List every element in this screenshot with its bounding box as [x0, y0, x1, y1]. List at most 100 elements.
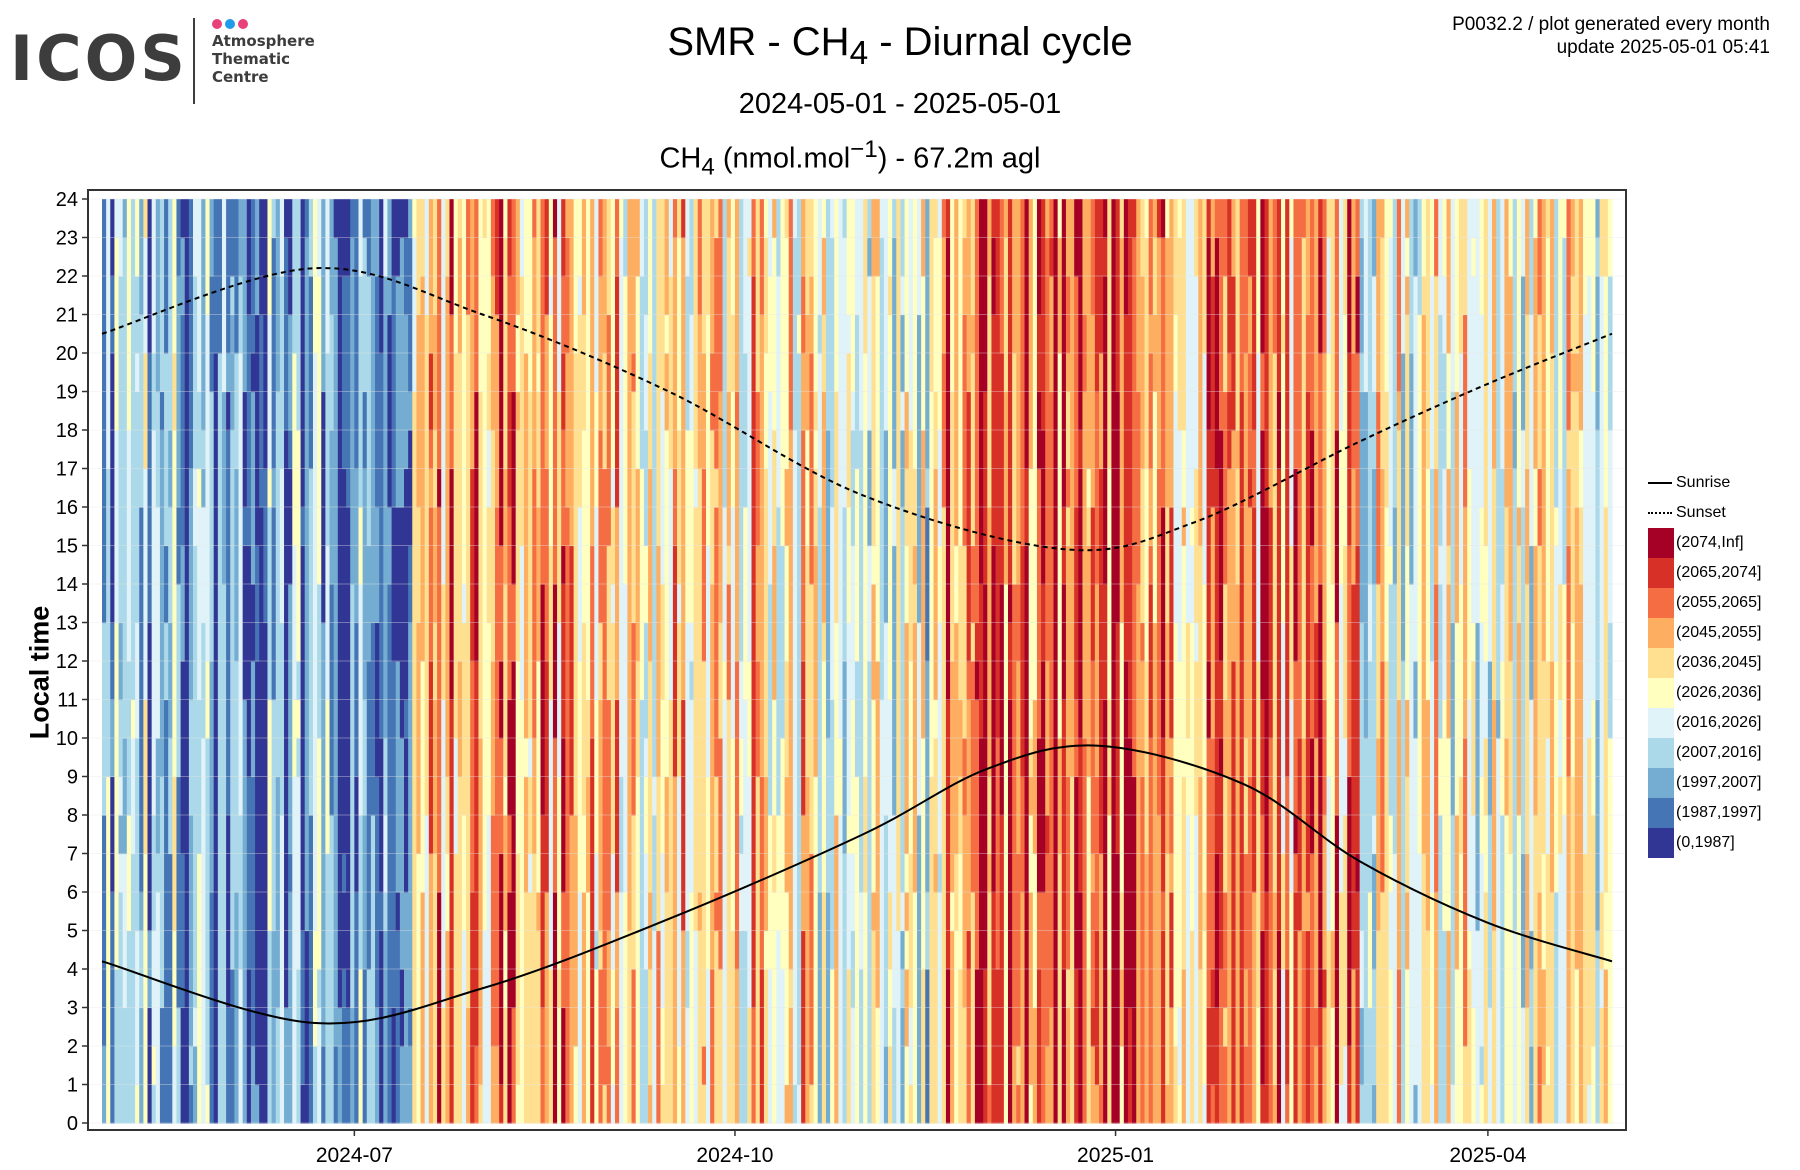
- heatmap-cell: [159, 199, 165, 393]
- heatmap-cell: [581, 199, 587, 316]
- heatmap-cell: [908, 1084, 914, 1124]
- heatmap-cell: [536, 892, 542, 932]
- heatmap-cell: [346, 1007, 351, 1124]
- heatmap-cell: [1359, 738, 1365, 932]
- heatmap-cell: [1260, 1084, 1266, 1124]
- heatmap-cell: [1301, 237, 1307, 431]
- heatmap-cell: [159, 584, 165, 778]
- heatmap-cell: [536, 314, 542, 354]
- heatmap-cell: [1165, 507, 1170, 624]
- heatmap-cell: [159, 391, 165, 431]
- heatmap-cell: [404, 776, 409, 893]
- heatmap-cell: [532, 199, 537, 239]
- heatmap-cell: [610, 199, 616, 316]
- heatmap-cell: [130, 199, 136, 316]
- heatmap-cell: [1301, 507, 1307, 701]
- heatmap-cell: [594, 930, 600, 970]
- x-tick-label: 2024-07: [316, 1144, 393, 1167]
- heatmap-cell: [739, 1007, 744, 1124]
- heatmap-cell: [1132, 199, 1137, 239]
- heatmap-cell: [176, 1007, 182, 1124]
- heatmap-cell: [1024, 199, 1030, 239]
- heatmap-cell: [1326, 237, 1332, 354]
- heatmap-cell: [1322, 1007, 1328, 1124]
- heatmap-cell: [792, 1084, 798, 1124]
- heatmap-cell: [528, 199, 533, 393]
- heatmap-cell: [1285, 969, 1290, 1086]
- heatmap-cell: [1115, 622, 1121, 739]
- heatmap-cell: [1595, 430, 1601, 624]
- heatmap-cell: [445, 930, 451, 1124]
- heatmap-cell: [846, 276, 852, 316]
- heatmap-cell: [226, 353, 231, 393]
- heatmap-cell: [130, 314, 136, 508]
- heatmap-cell: [312, 815, 318, 932]
- heatmap-cell: [325, 1084, 331, 1124]
- heatmap-cell: [565, 237, 571, 354]
- y-tick-label: 7: [67, 844, 78, 866]
- heatmap-cell: [1152, 199, 1158, 239]
- heatmap-cell: [1136, 199, 1141, 393]
- heatmap-cell: [726, 391, 732, 431]
- heatmap-cell: [747, 276, 753, 393]
- heatmap-cell: [854, 776, 860, 893]
- heatmap-cell: [139, 892, 144, 932]
- heatmap-cell: [759, 507, 765, 547]
- heatmap-cell: [664, 776, 670, 893]
- legend-line-swatch: [1648, 512, 1672, 514]
- heatmap-cell: [428, 815, 434, 855]
- heatmap-cell: [1078, 430, 1084, 470]
- heatmap-cell: [478, 1084, 484, 1124]
- heatmap-cell: [1595, 930, 1601, 1124]
- heatmap-cell: [834, 815, 839, 932]
- heatmap-cell: [275, 1007, 281, 1124]
- heatmap-cell: [925, 661, 930, 701]
- heatmap-cell: [1487, 815, 1493, 1009]
- heatmap-cell: [209, 545, 215, 662]
- heatmap-cell: [619, 430, 624, 624]
- heatmap-cell: [1334, 199, 1340, 239]
- heatmap-cell: [1471, 622, 1477, 662]
- heatmap-cell: [288, 430, 293, 470]
- heatmap-cell: [379, 930, 384, 970]
- heatmap-cell: [1537, 353, 1543, 470]
- heatmap-cell: [333, 853, 339, 893]
- heatmap-cell: [648, 1084, 653, 1124]
- heatmap-cell: [565, 507, 571, 624]
- heatmap-cell: [904, 1046, 910, 1086]
- heatmap-cell: [292, 776, 298, 970]
- heatmap-cell: [552, 391, 558, 585]
- heatmap-cell: [1173, 1046, 1179, 1086]
- heatmap-cell: [681, 199, 686, 239]
- heatmap-cell: [399, 199, 405, 239]
- heatmap-cell: [1545, 199, 1551, 239]
- heatmap-cell: [722, 661, 728, 701]
- heatmap-cell: [643, 430, 649, 547]
- heatmap-cell: [1442, 314, 1448, 354]
- quantity-label: CH4 (nmol.mol−1) - 67.2m agl: [0, 136, 1700, 181]
- heatmap-cell: [1256, 815, 1261, 932]
- heatmap-cell: [954, 892, 959, 932]
- heatmap-cell: [217, 815, 223, 932]
- heatmap-cell: [271, 1007, 277, 1124]
- heatmap-cell: [937, 853, 943, 893]
- heatmap-cell: [1268, 738, 1274, 932]
- heatmap-cell: [1103, 237, 1108, 277]
- heatmap-cell: [1388, 584, 1394, 701]
- heatmap-cell: [1396, 199, 1402, 393]
- heatmap-cell: [830, 507, 835, 701]
- heatmap-cell: [1123, 314, 1129, 508]
- y-tick-label: 10: [56, 728, 78, 750]
- heatmap-cell: [1359, 622, 1365, 739]
- heatmap-cell: [565, 622, 571, 739]
- heatmap-cell: [834, 622, 839, 816]
- heatmap-cell: [1537, 314, 1543, 354]
- heatmap-cell: [1351, 468, 1357, 585]
- heatmap-cell: [329, 391, 335, 431]
- heatmap-cell: [1347, 776, 1352, 893]
- heatmap-cell: [1525, 584, 1530, 624]
- heatmap-cell: [900, 1007, 906, 1124]
- heatmap-cell: [1384, 1084, 1390, 1124]
- heatmap-cell: [130, 699, 136, 739]
- heatmap-cell: [457, 237, 463, 354]
